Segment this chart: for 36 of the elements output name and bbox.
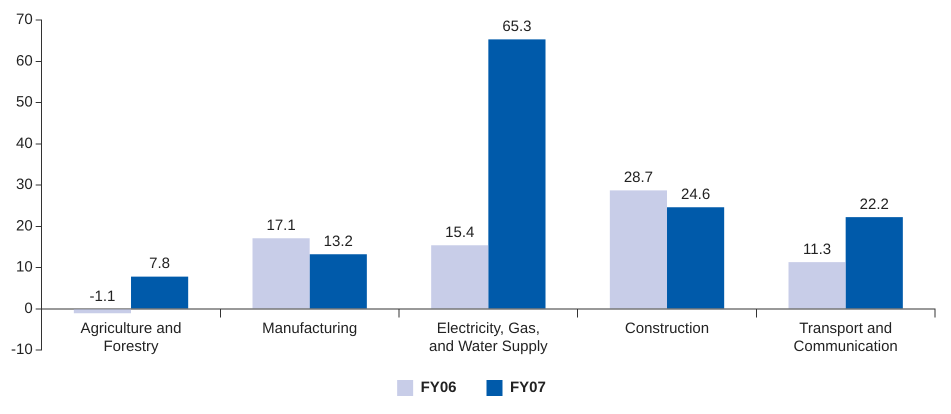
data-label: 7.8 [149,255,170,272]
x-tick-label: Transport and Communication [794,320,898,355]
data-label: -1.1 [89,288,116,305]
bar [131,276,188,308]
y-tick-label: -10 [10,341,33,358]
y-tick-label: 20 [16,217,33,234]
y-tick-label: 60 [16,52,33,70]
data-label: 17.1 [266,216,296,234]
y-tick-label: 50 [16,94,33,111]
data-label: 28.7 [624,169,654,186]
data-label: 22.2 [860,196,889,213]
bar [667,207,724,308]
y-tick-label: 70 [16,11,33,28]
data-label: 11.3 [803,240,832,258]
bar [846,217,903,308]
x-tick-label: Construction [624,320,710,337]
bar [310,254,367,308]
data-label: 24.6 [680,186,710,203]
bar [431,245,488,308]
data-label: 13.2 [324,232,353,250]
x-tick-label: Manufacturing [262,320,358,337]
y-tick-label: 10 [16,258,33,276]
x-tick-label: Electricity, Gas, and Water Supply [428,320,548,355]
y-tick-label: 40 [16,134,33,152]
data-label: 15.4 [445,224,474,241]
data-label: 65.3 [502,18,532,36]
x-tick-label: Agriculture and Forestry [80,320,182,355]
bar [610,190,668,308]
y-tick-label: 30 [16,176,33,194]
bar [788,262,846,308]
bar [488,39,546,308]
y-tick-label: 0 [24,300,33,317]
bar [252,238,310,308]
legend-label: FY06 [420,379,457,396]
legend-label: FY07 [510,379,546,396]
bar [74,309,132,314]
